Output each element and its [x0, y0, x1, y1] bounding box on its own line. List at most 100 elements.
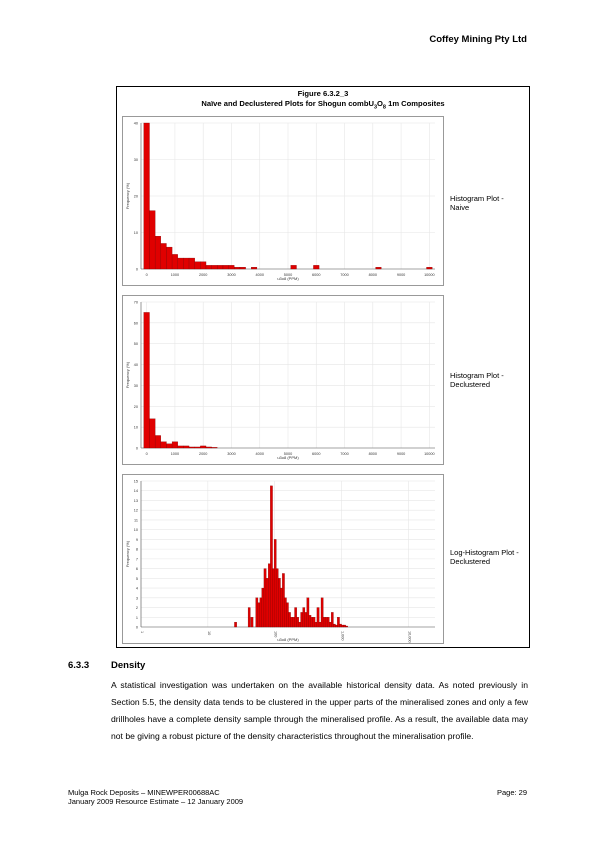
y-tick-label: 1 [136, 616, 138, 620]
histogram-bar [194, 446, 201, 449]
x-tick-label: 9000 [397, 273, 405, 277]
y-tick-label: 10 [134, 528, 138, 532]
y-tick-label: 50 [134, 342, 138, 346]
x-tick-label: 6000 [312, 273, 320, 277]
x-tick-label: 0 [146, 452, 148, 456]
x-tick-label: 5000 [284, 452, 292, 456]
footer-document-id: Mulga Rock Deposits – MINEWPER00688AC [68, 788, 220, 797]
log-histogram-declustered: 0 1 2 3 4 5 6 7 8 9 10 11 12 13 14 15 1 10 100 1,000 10,000 u… [122, 474, 444, 644]
y-tick-label: 30 [134, 384, 138, 388]
x-tick-label: 7000 [340, 273, 348, 277]
y-tick-label: 20 [134, 405, 138, 409]
y-tick-label: 60 [134, 321, 138, 325]
histogram-bar [183, 445, 190, 449]
histogram-bar [375, 267, 382, 270]
x-tick-label: 1 [140, 631, 144, 633]
histogram-bar [166, 443, 173, 449]
x-tick-label: 8000 [369, 273, 377, 277]
x-tick-label: 3000 [227, 273, 235, 277]
y-tick-label: 20 [134, 195, 138, 199]
y-tick-label: 13 [134, 499, 138, 503]
footer-page-number: Page: 29 [496, 788, 527, 797]
y-axis-label: Frequency (%) [125, 361, 130, 388]
x-tick-label: 3000 [227, 452, 235, 456]
figure-number: Figure 6.3.2_3 [297, 89, 349, 98]
title-subscript-2: 8 [382, 104, 386, 111]
y-tick-label: 5 [136, 577, 138, 581]
figure-frame [116, 86, 530, 648]
y-tick-label: 40 [134, 363, 138, 367]
histogram-bar [339, 623, 342, 628]
histogram-bar [234, 621, 237, 628]
y-tick-label: 0 [136, 626, 138, 630]
histogram-bar [239, 267, 246, 270]
histogram-bar [343, 624, 346, 628]
histogram-declustered-svg: 0 10 20 30 40 50 60 70 0 1000 2000 3000 4000 5000 6000… [125, 301, 435, 460]
plot-label-log-declustered: Log-Histogram Plot - Declustered [450, 548, 519, 566]
histogram-bar [250, 617, 254, 628]
plot-label-declustered: Histogram Plot - Declustered [450, 371, 504, 389]
histogram-bar [188, 257, 195, 270]
x-tick-label: 2000 [199, 273, 207, 277]
histogram-naive: 0 10 20 30 40 0 1000 2000 3000 4000 5000 6000 7000 80… [122, 116, 444, 286]
histogram-bar [304, 612, 308, 628]
x-tick-label: 9000 [397, 452, 405, 456]
histogram-bar [200, 261, 207, 270]
y-tick-label: 3 [136, 596, 138, 600]
histogram-bar [268, 563, 271, 628]
histogram-bar [188, 446, 195, 449]
histogram-bar [149, 210, 156, 270]
histogram-bar [183, 257, 190, 270]
title-subscript-1: 3 [373, 104, 377, 111]
histogram-bar [345, 625, 348, 628]
x-axis-label: u3o8 (PPM) [277, 276, 299, 281]
x-tick-label: 5000 [284, 273, 292, 277]
histogram-bar [288, 612, 291, 628]
y-tick-label: 7 [136, 557, 138, 561]
histogram-bar [171, 441, 178, 449]
histogram-bar [149, 418, 156, 449]
y-tick-label: 2 [136, 606, 138, 610]
x-axis-label: u3o8 (PPM) [277, 637, 299, 642]
histogram-bar [328, 621, 332, 628]
x-tick-label: 1,000 [341, 631, 345, 641]
histogram-bar [280, 587, 283, 628]
histogram-bar [286, 602, 289, 628]
y-tick-label: 0 [136, 268, 138, 272]
y-tick-label: 9 [136, 538, 138, 542]
histogram-bar [316, 607, 320, 628]
y-tick-label: 30 [134, 158, 138, 162]
histogram-declustered: 0 10 20 30 40 50 60 70 0 1000 2000 3000 4000 5000 6000… [122, 295, 444, 465]
y-tick-label: 12 [134, 509, 138, 513]
histogram-bar [211, 265, 218, 270]
histogram-bar [306, 597, 310, 628]
histogram-bar [154, 435, 161, 449]
y-tick-label: 14 [134, 489, 138, 493]
x-tick-label: 1000 [171, 452, 179, 456]
histogram-bar [177, 257, 184, 270]
histogram-bar [228, 265, 235, 270]
histogram-bar [265, 578, 269, 628]
y-tick-label: 15 [134, 480, 138, 484]
x-tick-label: 1000 [171, 273, 179, 277]
histogram-bar [292, 617, 295, 628]
x-tick-label: 2000 [199, 452, 207, 456]
x-tick-label: 10000 [424, 273, 435, 277]
histogram-bar [313, 265, 320, 270]
histogram-bar [333, 623, 336, 628]
histogram-bar [160, 243, 167, 270]
histogram-bar [255, 597, 259, 628]
y-tick-label: 10 [134, 231, 138, 235]
histogram-bar [177, 445, 184, 449]
histogram-bar [300, 612, 303, 628]
histogram-bar [261, 587, 265, 628]
section-title: Density [111, 660, 146, 671]
histogram-bar [320, 597, 324, 628]
x-tick-label: 100 [274, 631, 278, 637]
y-tick-label: 11 [134, 518, 138, 522]
histogram-bar [296, 617, 299, 628]
y-tick-label: 8 [136, 548, 138, 552]
histogram-bar [234, 267, 241, 270]
histogram-bar [205, 265, 212, 270]
